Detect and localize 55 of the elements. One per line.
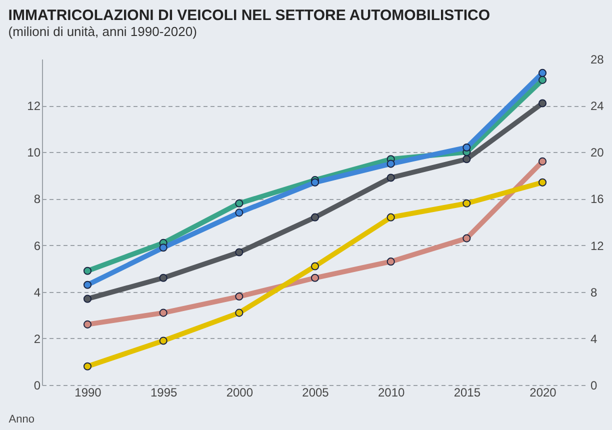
point — [159, 308, 168, 317]
x-tick-label: 2005 — [302, 386, 330, 400]
point — [538, 68, 547, 77]
point — [235, 308, 244, 317]
point — [538, 157, 547, 166]
point — [462, 143, 471, 152]
y2-tick-label: 4 — [590, 332, 598, 346]
chart-title: IMMATRICOLAZIONI DI VEICOLI NEL SETTORE AUTOMOBILISTICO — [8, 7, 490, 24]
point — [310, 262, 320, 270]
point — [538, 99, 547, 108]
x-tick-label: 1995 — [150, 386, 178, 400]
point — [159, 244, 168, 252]
x-tick-label: 1990 — [74, 386, 102, 400]
x-axis-title: Anno — [8, 414, 34, 426]
point — [83, 294, 92, 303]
y2-tick-label: 0 — [590, 378, 598, 392]
point — [159, 336, 168, 345]
point — [462, 234, 471, 242]
x-tick-label: 2000 — [226, 386, 254, 400]
y-tick-label: 4 — [34, 285, 41, 300]
point — [235, 208, 244, 217]
y2-tick-label: 8 — [590, 285, 598, 300]
y-tick-label: 8 — [34, 192, 41, 206]
y-tick-label: 6 — [34, 238, 41, 253]
point — [235, 292, 244, 301]
point — [83, 320, 92, 328]
point — [310, 213, 320, 222]
point — [386, 174, 395, 182]
point — [538, 178, 547, 186]
point — [462, 155, 471, 164]
y2-tick-label: 28 — [590, 52, 604, 66]
point — [386, 213, 395, 222]
point — [538, 76, 547, 84]
point — [159, 274, 168, 282]
y-tick-label: 0 — [34, 378, 41, 392]
y2-tick-label: 20 — [590, 146, 604, 160]
y2-tick-label: 24 — [590, 99, 604, 114]
point — [310, 274, 320, 282]
point — [83, 362, 92, 370]
point — [386, 160, 395, 168]
y-tick-label: 12 — [27, 99, 41, 114]
x-tick-label: 2015 — [454, 386, 481, 400]
y-tick-label: 10 — [27, 146, 41, 160]
point — [83, 266, 92, 275]
chart-subtitle: (milioni di unità, anni 1990-2020) — [8, 24, 197, 39]
x-tick-label: 2020 — [530, 386, 557, 400]
point — [235, 199, 244, 208]
point — [83, 280, 92, 289]
y-tick-label: 2 — [34, 332, 41, 346]
point — [386, 258, 395, 266]
x-tick-label: 2010 — [378, 386, 406, 400]
point — [462, 199, 471, 208]
y2-tick-label: 12 — [590, 238, 604, 253]
point — [235, 248, 244, 256]
y2-tick-label: 16 — [590, 192, 604, 206]
